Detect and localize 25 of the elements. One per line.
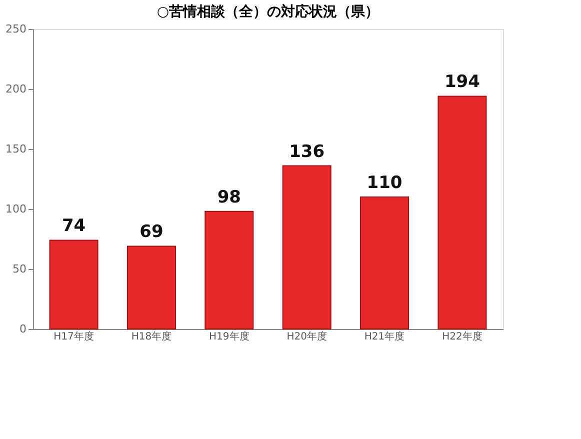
y-tick-label: 0	[20, 322, 26, 336]
y-tick-label: 250	[6, 22, 26, 36]
x-tick-label: H18年度	[131, 330, 172, 342]
bar	[360, 196, 410, 330]
bar	[204, 210, 254, 330]
bar	[49, 240, 98, 330]
y-tick-label: 150	[6, 142, 26, 156]
data-label: 74	[62, 216, 86, 236]
x-tick-label: H22年度	[442, 330, 482, 342]
bar	[282, 165, 332, 330]
bar	[438, 96, 487, 330]
bar	[126, 246, 176, 330]
x-tick-label: H20年度	[286, 330, 327, 342]
y-tick-label: 100	[6, 202, 26, 216]
data-label: 98	[217, 187, 241, 208]
data-label: 110	[366, 173, 402, 193]
x-tick-label: H19年度	[209, 330, 250, 342]
data-label: 194	[444, 72, 480, 92]
x-tick-label: H21年度	[364, 330, 405, 342]
data-label: 136	[289, 142, 325, 162]
y-tick-label: 200	[6, 82, 26, 96]
data-label: 69	[140, 222, 164, 242]
chart-title: ○苦情相談（全）の対応状況（県）	[156, 3, 380, 20]
x-tick-label: H17年度	[54, 330, 94, 342]
y-tick-label: 50	[12, 262, 26, 276]
